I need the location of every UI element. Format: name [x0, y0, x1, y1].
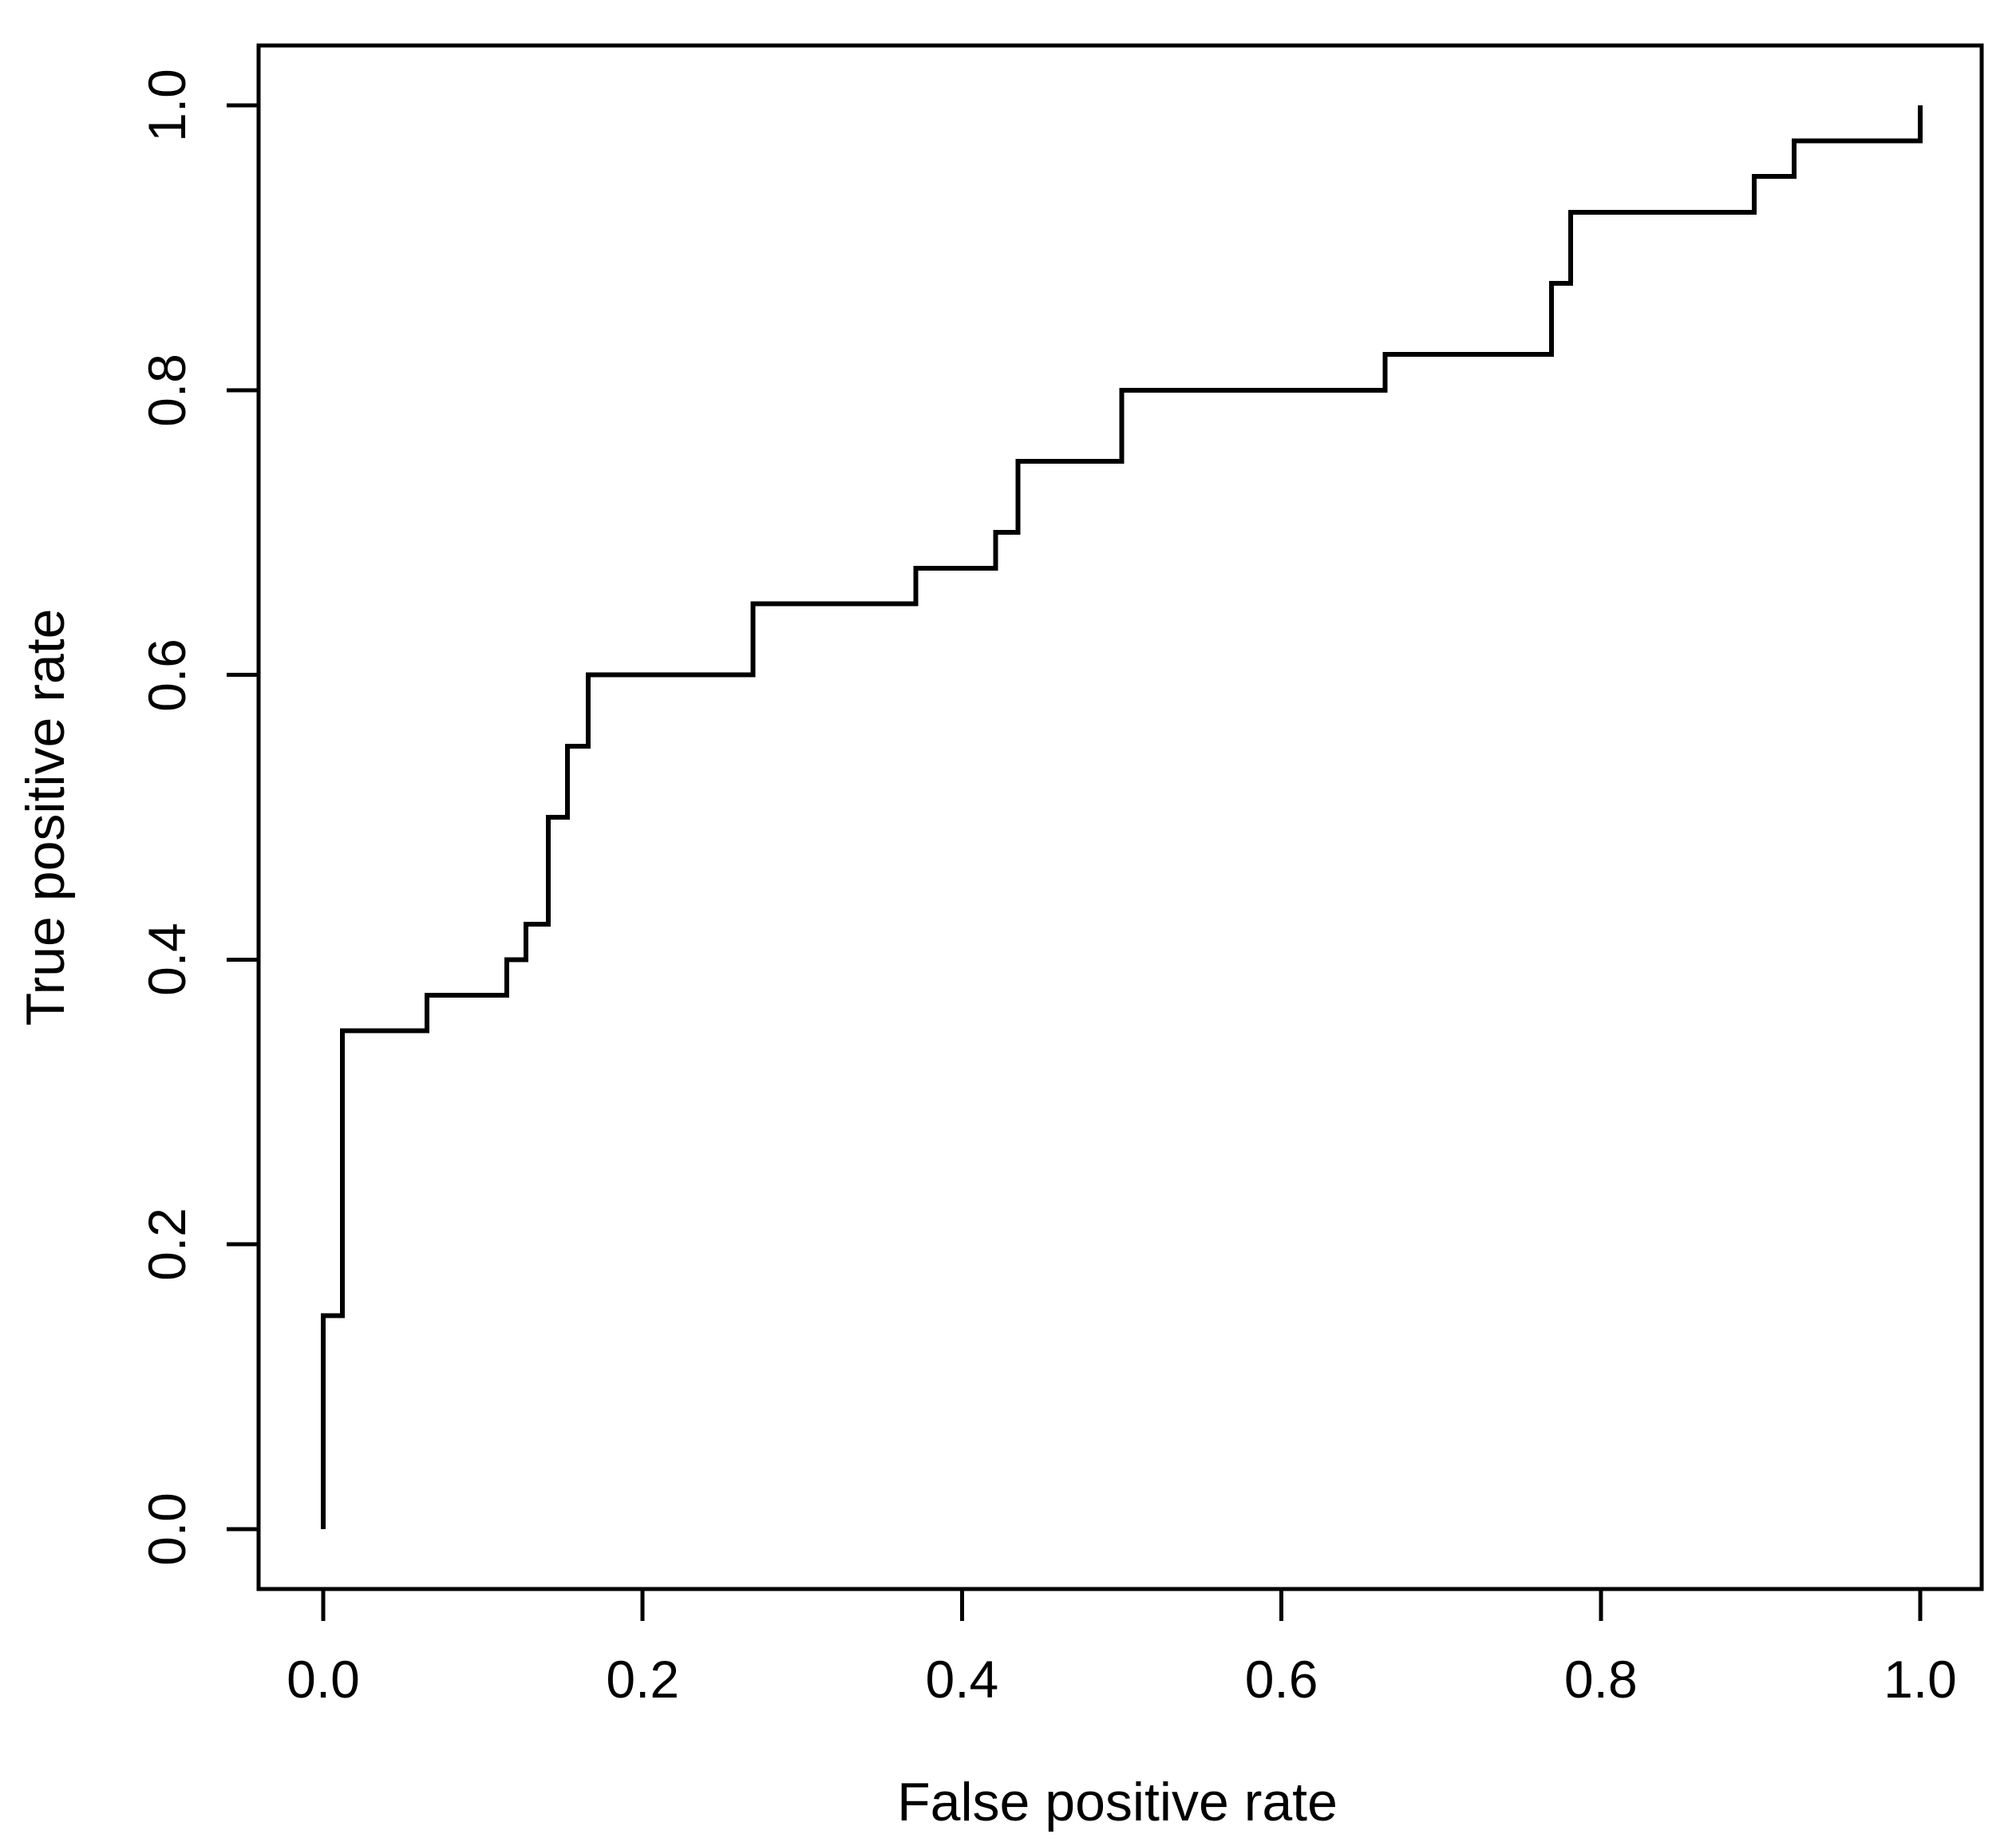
- plot-frame: [256, 43, 1984, 1591]
- y-tick-label: 0.0: [137, 1492, 196, 1566]
- y-tick-label: 0.4: [137, 923, 196, 997]
- x-tick-label: 0.6: [1244, 1650, 1318, 1709]
- x-tick-label: 0.2: [606, 1650, 680, 1709]
- x-tick-label: 0.0: [287, 1650, 360, 1709]
- y-tick-label: 1.0: [137, 69, 196, 142]
- x-tick-label: 0.8: [1563, 1650, 1638, 1709]
- y-tick-label: 0.8: [137, 353, 196, 427]
- y-tick-label: 0.6: [137, 638, 196, 712]
- y-tick-label: 0.2: [137, 1208, 196, 1282]
- y-axis-title: True positive rate: [15, 608, 76, 1026]
- roc-curve-line: [321, 105, 1923, 1529]
- x-tick-label: 0.4: [925, 1650, 999, 1709]
- x-tick-label: 1.0: [1884, 1650, 1957, 1709]
- x-axis-title: False positive rate: [897, 1772, 1338, 1832]
